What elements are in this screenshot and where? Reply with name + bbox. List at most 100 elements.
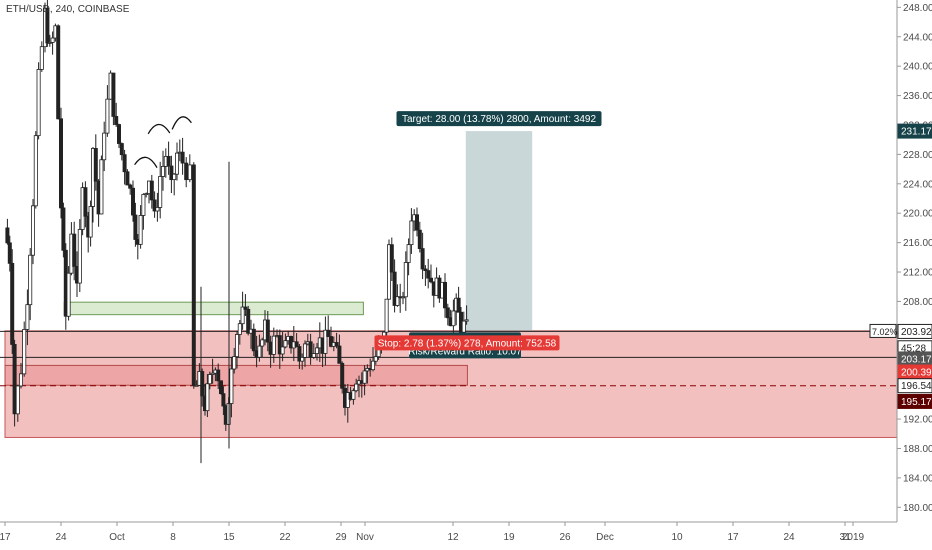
candle	[257, 334, 262, 362]
candle-body-up	[102, 132, 107, 161]
y-tick-label: 208.00	[903, 297, 932, 308]
candle-body-up	[77, 229, 82, 284]
y-tick-label: 180.00	[903, 503, 932, 514]
price-tag-label: 203.17	[901, 354, 932, 365]
candle-body-down	[389, 244, 394, 273]
candle-body-down	[111, 72, 116, 117]
candle-body-up	[354, 383, 359, 392]
stop-label-box	[374, 335, 560, 351]
price-tag-label: 45:28	[901, 343, 926, 354]
candle	[420, 232, 425, 280]
candle-body-up	[187, 164, 192, 181]
chart-title: ETH/USD, 240, COINBASE	[6, 4, 130, 15]
candle	[392, 259, 397, 313]
risk-reward-label-text: Risk/Reward Ratio: 10.07	[408, 346, 522, 357]
candle-body-down	[414, 214, 419, 231]
candle	[345, 384, 350, 423]
candle	[59, 107, 64, 219]
candle	[30, 199, 35, 265]
price-tag-label: 196.54	[901, 381, 932, 392]
candle-body-up	[144, 193, 149, 196]
candle-body-down	[243, 306, 248, 310]
candle	[403, 251, 408, 311]
y-tick-label: 236.00	[903, 91, 932, 102]
candle-body-down	[423, 268, 428, 272]
candle	[155, 192, 160, 222]
x-tick-label: 22	[279, 532, 291, 543]
candle-body-up	[395, 296, 400, 306]
price-tag-box	[897, 378, 932, 394]
candle	[33, 131, 38, 209]
candle-body-down	[456, 297, 461, 313]
candle-body-up	[451, 310, 456, 327]
y-tick-label: 228.00	[903, 150, 932, 161]
candle	[141, 193, 146, 230]
candle	[395, 284, 400, 307]
candle-body-down	[119, 143, 124, 156]
candle-body-up	[234, 334, 239, 358]
candle	[216, 363, 221, 390]
candle	[12, 339, 17, 427]
candle	[111, 72, 116, 126]
candle	[423, 265, 428, 286]
candle-body-up	[280, 346, 285, 355]
candle-body-down	[392, 271, 397, 306]
candle-body-down	[169, 165, 174, 181]
candle	[451, 299, 456, 337]
candle-body-down	[216, 369, 221, 382]
candle-body-down	[442, 281, 447, 309]
candle-body-up	[257, 345, 262, 358]
candle-body-up	[302, 343, 307, 358]
candle	[119, 142, 124, 161]
candle	[389, 237, 394, 281]
y-tick-label: 244.00	[903, 32, 932, 43]
candle	[83, 181, 88, 228]
candle-body-down	[83, 187, 88, 217]
candle	[294, 333, 299, 348]
candle	[323, 316, 328, 366]
candle-body-down	[334, 342, 339, 347]
supply-zone	[63, 301, 364, 316]
candle	[265, 310, 270, 352]
candle-body-up	[271, 335, 276, 355]
candle-body-up	[88, 206, 93, 238]
stop-label-text: Stop: 2.78 (1.37%) 278, Amount: 752.58	[378, 338, 557, 349]
candle	[105, 85, 110, 137]
price-tag: 195.17	[897, 393, 932, 409]
candle-body-down	[417, 229, 422, 249]
x-tick-label: 17	[0, 532, 11, 543]
candle	[234, 330, 239, 369]
price-tag-label: 195.17	[901, 397, 932, 408]
candle	[221, 386, 226, 415]
y-tick-label: 184.00	[903, 473, 932, 484]
candle	[210, 358, 215, 384]
candle	[414, 207, 419, 237]
hand-drawn-arc	[134, 156, 158, 168]
candle-body-down	[191, 164, 196, 386]
candle	[232, 347, 237, 374]
candle-body-down	[61, 207, 66, 251]
candle	[36, 62, 41, 140]
candle	[280, 331, 285, 362]
candle	[10, 249, 15, 354]
candle-body-up	[47, 42, 52, 44]
candle-body-down	[308, 341, 313, 358]
price-tag: 200.39	[897, 364, 932, 380]
candle	[240, 291, 245, 330]
candle-body-down	[114, 116, 119, 125]
candle-body-down	[72, 233, 77, 267]
candle-body-up	[105, 98, 110, 134]
candle-body-up	[158, 176, 163, 208]
candle-body-up	[22, 329, 27, 375]
price-tag-label: 203.92	[901, 327, 932, 338]
candle	[114, 102, 119, 127]
y-tick-label: 240.00	[903, 62, 932, 73]
candle	[328, 326, 333, 348]
candle	[61, 202, 66, 258]
candle	[125, 169, 130, 186]
candle	[337, 334, 342, 364]
